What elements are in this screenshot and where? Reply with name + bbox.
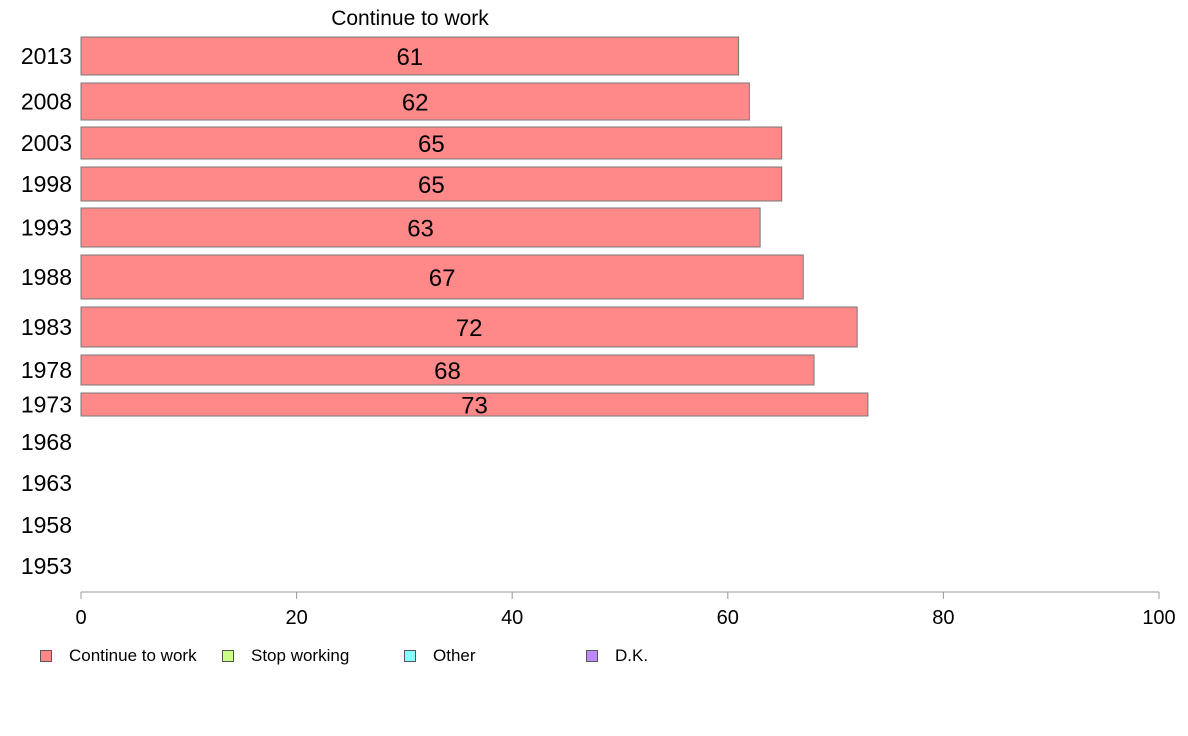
bar-value-label: 67 — [429, 265, 456, 292]
bar — [80, 82, 750, 121]
y-tick-label: 1953 — [21, 553, 72, 579]
legend-swatch — [222, 650, 234, 662]
y-tick-label: 1973 — [21, 392, 72, 418]
bar — [80, 354, 815, 386]
x-tick-label: 0 — [75, 607, 86, 629]
bar-value-label: 65 — [418, 172, 445, 199]
legend: Continue to work Stop working Other D.K. — [40, 646, 740, 668]
y-tick-label: 2013 — [21, 43, 72, 69]
bar — [80, 392, 869, 417]
y-tick-label: 1983 — [21, 314, 72, 340]
legend-swatch — [40, 650, 52, 662]
bar-value-label: 65 — [418, 131, 445, 158]
y-tick-label: 1988 — [21, 264, 72, 290]
bar-value-label: 61 — [396, 44, 423, 71]
x-tick-label: 40 — [501, 607, 523, 629]
bar — [80, 207, 761, 248]
legend-item-continue-to-work: Continue to work — [40, 646, 197, 666]
y-tick-label: 2003 — [21, 130, 72, 156]
bar — [80, 254, 804, 300]
y-tick-label: 2008 — [21, 89, 72, 115]
x-tick-label: 60 — [717, 607, 739, 629]
bar — [80, 36, 740, 76]
legend-label: Other — [433, 646, 476, 665]
chart-title: Continue to work — [331, 7, 489, 30]
legend-label: D.K. — [615, 646, 649, 665]
x-tick-label: 100 — [1142, 607, 1175, 629]
bar-value-label: 73 — [461, 393, 488, 420]
y-tick-label: 1978 — [21, 357, 72, 383]
legend-swatch — [586, 650, 598, 662]
bar-value-label: 62 — [402, 90, 429, 117]
x-tick-label: 20 — [285, 607, 307, 629]
bar-value-label: 63 — [407, 216, 434, 243]
legend-label: Continue to work — [69, 646, 197, 665]
legend-item-dk: D.K. — [586, 646, 648, 666]
y-tick-label: 1998 — [21, 171, 72, 197]
y-tick-label: 1963 — [21, 470, 72, 496]
y-tick-label: 1958 — [21, 512, 72, 538]
bar-value-label: 72 — [456, 315, 483, 342]
legend-item-other: Other — [404, 646, 476, 666]
y-tick-label: 1993 — [21, 215, 72, 241]
bar — [80, 126, 783, 160]
legend-swatch — [404, 650, 416, 662]
y-tick-label: 1968 — [21, 429, 72, 455]
bar — [80, 166, 783, 202]
legend-label: Stop working — [251, 646, 350, 665]
bar-value-label: 68 — [434, 358, 461, 385]
legend-item-stop-working: Stop working — [222, 646, 349, 666]
bar — [80, 306, 858, 348]
x-tick-label: 80 — [932, 607, 954, 629]
